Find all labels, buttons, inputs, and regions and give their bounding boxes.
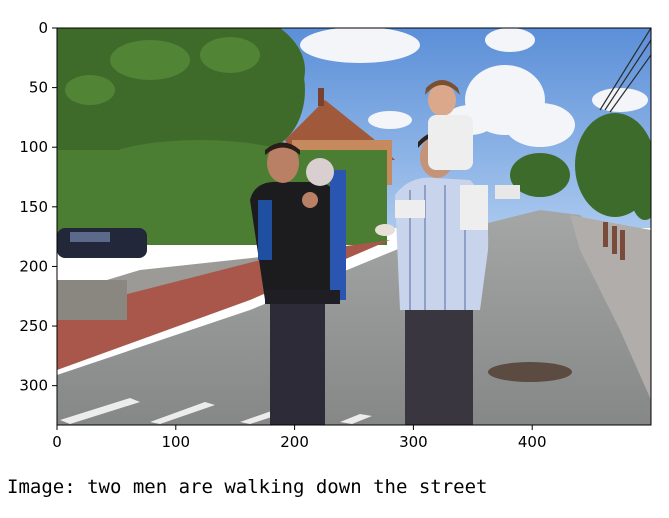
y-tick-label: 50 [29, 79, 48, 97]
y-tick-label: 250 [19, 317, 48, 335]
man-right [375, 80, 489, 425]
x-tick-label: 300 [399, 433, 428, 451]
right-sidewalk [570, 215, 651, 400]
wall [57, 280, 127, 320]
power-lines [599, 28, 651, 113]
caption-text: two men are walking down the street [87, 476, 488, 498]
y-tick-label: 300 [19, 377, 48, 395]
x-tick-label: 400 [518, 433, 547, 451]
image-caption: Image: two men are walking down the stre… [7, 476, 487, 498]
x-tick-label: 200 [280, 433, 309, 451]
trees-right [510, 113, 651, 220]
x-tick-label: 100 [161, 433, 190, 451]
manhole [488, 362, 572, 382]
y-tick-label: 100 [19, 138, 48, 156]
axes-frame [56, 27, 652, 426]
caption-label: Image: [7, 476, 76, 498]
bollards [603, 222, 625, 260]
clouds [300, 28, 648, 147]
y-tick-label: 0 [38, 19, 48, 37]
white-building [495, 185, 520, 199]
y-tick-label: 200 [19, 257, 48, 275]
axis-ticks: 0 100 200 300 400 0 50 100 150 200 250 300 [19, 19, 546, 451]
street-photo [57, 28, 651, 425]
car [57, 228, 147, 258]
y-tick-label: 150 [19, 198, 48, 216]
crosswalk [60, 398, 372, 424]
man-left [250, 142, 346, 425]
x-tick-label: 0 [52, 433, 62, 451]
